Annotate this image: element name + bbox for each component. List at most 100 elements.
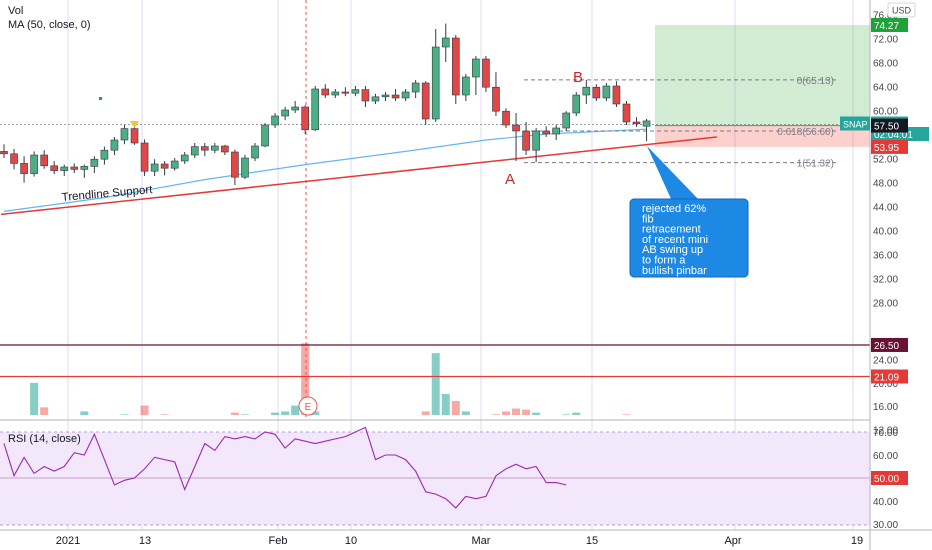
candle-body <box>140 142 149 172</box>
candle-body <box>411 82 420 93</box>
signal-dot <box>99 97 102 100</box>
badge-level_high <box>871 337 908 352</box>
candle-body <box>251 145 259 159</box>
price-tick: 68.00 <box>873 59 898 70</box>
volume-bar <box>532 412 541 415</box>
volume-bar <box>80 411 89 415</box>
callout-line: fib <box>642 213 654 225</box>
badge-target <box>871 17 908 32</box>
price-tick: 52.00 <box>873 155 898 166</box>
price-tick: 60.00 <box>873 107 898 118</box>
badge-level_low-text: 21.09 <box>874 373 899 384</box>
badge-entry-text: 57.50 <box>874 122 899 133</box>
long-position-tool[interactable] <box>655 24 870 147</box>
fib-label-fib_618: 0.618(56.60) <box>777 127 834 138</box>
price-tick: 40.00 <box>873 227 898 238</box>
candle-body <box>451 37 460 96</box>
candle-body <box>190 146 199 156</box>
time-label: Mar <box>472 535 491 547</box>
candle-body <box>120 128 129 141</box>
candle-body <box>532 130 540 151</box>
time-label: 19 <box>851 535 863 547</box>
rsi-tick: 70.00 <box>873 428 898 439</box>
trendline-path <box>0 136 717 216</box>
price-tick: 28.00 <box>873 299 898 310</box>
rsi-tick: 60.00 <box>873 451 898 462</box>
candle-body <box>632 121 641 125</box>
candle-body <box>462 76 470 96</box>
price-tick: 48.00 <box>873 179 898 190</box>
candle-body <box>321 88 330 96</box>
callout-line: of recent mini <box>642 234 708 246</box>
fib-label-fib_0: 0(65.13) <box>797 76 834 87</box>
candlestick-series <box>0 23 651 185</box>
time-label: 13 <box>139 535 151 547</box>
candle-body <box>301 106 310 131</box>
candle-body <box>130 128 139 144</box>
candle-body <box>160 163 169 169</box>
badge-stop-text: 53.95 <box>874 143 899 154</box>
candle-body <box>542 130 550 135</box>
time-label: Apr <box>724 535 741 547</box>
volume-bar <box>240 414 249 415</box>
trendline-support[interactable]: Trendline Support <box>0 136 717 216</box>
price-tick: 32.00 <box>873 275 898 286</box>
fibonacci-retracement[interactable]: 0(65.13) 0.618(56.60) 1(51.32) <box>524 76 836 170</box>
point-a-label: A <box>505 171 515 188</box>
candle-body <box>261 124 269 147</box>
candle-body <box>311 88 320 131</box>
volume-bar <box>622 414 631 415</box>
currency-badge[interactable] <box>887 2 916 18</box>
candle-body <box>30 154 38 174</box>
price-tick: 20.00 <box>873 379 898 390</box>
badge-level_high-text: 26.50 <box>874 341 899 352</box>
candle-body <box>522 130 530 151</box>
volume-bar <box>502 411 510 415</box>
candle-body <box>582 86 591 96</box>
candle-body <box>241 157 249 178</box>
candle-body <box>201 146 209 151</box>
candle-body <box>472 58 480 78</box>
price-tick: 64.00 <box>873 83 898 94</box>
candle-body <box>150 163 159 172</box>
callout-box <box>629 198 749 278</box>
badge-countdown-text: 02:04:01 <box>874 130 913 141</box>
candle-body <box>371 96 380 102</box>
target-zone <box>655 24 870 126</box>
volume-bars <box>30 343 631 415</box>
price-tick: 44.00 <box>873 203 898 214</box>
candle-body <box>592 86 601 99</box>
rsi-badge-text: 50.00 <box>874 474 899 485</box>
point-b-label: B <box>573 69 583 86</box>
volume-bar <box>512 408 521 415</box>
stop-zone <box>655 125 870 147</box>
candle-body <box>60 166 69 171</box>
candle-body <box>602 85 611 99</box>
volume-bar <box>461 411 470 415</box>
currency-label: USD <box>892 6 912 16</box>
candle-body <box>351 89 360 94</box>
fib-label-fib_1: 1(51.32) <box>797 159 834 170</box>
candle-body <box>391 94 400 99</box>
candle-body <box>40 154 48 167</box>
badge-ticker-text: SNAP <box>843 120 868 130</box>
volume-bar <box>140 405 149 415</box>
candle-body <box>291 106 299 111</box>
badge-stop <box>871 139 908 154</box>
callout-line: AB swing up <box>642 244 703 256</box>
candle-body <box>421 82 430 120</box>
time-label: 2021 <box>56 535 80 547</box>
candle-body <box>231 151 239 178</box>
candle-body <box>572 94 581 114</box>
callout-line: rejected 62% <box>642 203 706 215</box>
volume-bar <box>291 405 300 415</box>
volume-bar <box>120 414 129 415</box>
volume-bar <box>572 412 581 415</box>
callout-pointer <box>647 146 700 201</box>
candle-body <box>100 149 109 160</box>
time-label: 15 <box>586 535 598 547</box>
time-axis[interactable]: 2021 13 Feb 10 Mar 15 Apr 19 <box>56 535 863 547</box>
